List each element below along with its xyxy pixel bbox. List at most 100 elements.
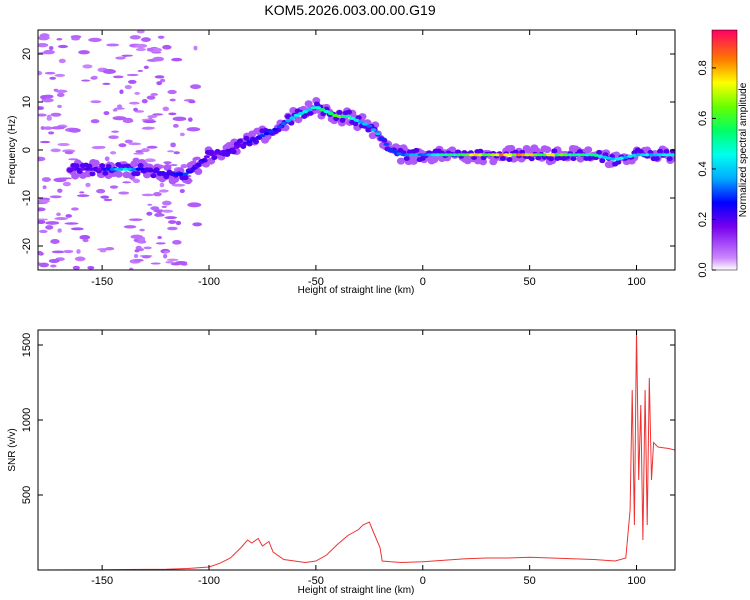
spectrogram-noise-cell — [44, 71, 56, 75]
spectrogram-ridge-halo — [584, 146, 593, 154]
spectrogram-noise-cell — [111, 130, 120, 133]
spectrogram-ridge-core — [186, 170, 193, 174]
spectrogram-y-label: Frequency (Hz) — [7, 116, 18, 185]
spectrogram-noise-cell — [82, 64, 93, 69]
spectrogram-noise-cell — [127, 79, 137, 84]
spectrogram-ridge-core — [387, 148, 394, 152]
spectrogram-noise-cell — [48, 131, 55, 135]
colorbar-tick-label: 0.8 — [697, 60, 709, 75]
spectrogram-noise-cell — [140, 37, 151, 43]
spectrogram-noise-cell — [141, 98, 148, 104]
spectrogram-noise-cell — [158, 189, 169, 193]
spectrogram-ridge-core — [503, 153, 510, 157]
spectrogram-noise-cell — [133, 253, 139, 259]
spectrogram-ridge-band — [352, 121, 359, 127]
spectrogram-ridge-core — [515, 153, 522, 157]
spectrogram-ridge-core — [96, 167, 103, 171]
spectrogram-noise-cell — [133, 107, 139, 112]
spectrogram-ridge-core — [105, 167, 112, 171]
spectrogram-ridge-core — [88, 167, 95, 171]
spectrogram-noise-cell — [137, 240, 147, 244]
spectrogram-noise-cell — [143, 65, 149, 70]
spectrogram-noise-cell — [123, 225, 137, 229]
spectrogram-noise-cell — [169, 164, 178, 167]
spectrogram-noise-cell — [128, 101, 140, 105]
spectrogram-noise-cell — [57, 188, 63, 193]
spectrogram-noise-cell — [96, 188, 106, 194]
spectrogram-x-ticks: -150 -100 -50 0 50 100 — [91, 30, 646, 288]
spectrogram-noise-cell — [135, 245, 143, 251]
spectrogram-noise-cell — [112, 116, 127, 121]
spectrogram-noise-cell — [150, 262, 161, 265]
spectrogram-noise-cell — [167, 150, 175, 153]
spectrogram-noise-cell — [162, 200, 172, 206]
spectrogram-ridge-core — [545, 153, 552, 157]
spectrogram-ridge-core — [558, 153, 565, 157]
spectrogram-noise-cell — [134, 91, 141, 95]
spectrogram-ridge-core — [456, 153, 463, 157]
snr-y-tick-label: 1000 — [21, 408, 33, 432]
spectrogram-noise-cell — [170, 142, 176, 148]
spectrogram-noise-cell — [38, 70, 43, 76]
spectrogram-ridge-core — [439, 153, 446, 157]
spectrogram-noise-cell — [146, 95, 156, 100]
spectrogram-ridge-core — [580, 153, 587, 157]
spectrogram-noise-cell — [159, 78, 166, 83]
spectrogram-ridge-core — [173, 172, 180, 176]
spectrogram-noise-cell — [108, 135, 119, 140]
spectrogram-ridge-band — [599, 158, 606, 164]
spectrogram-noise-cell — [153, 191, 162, 197]
spectrogram-ridge-core — [490, 153, 497, 157]
spectrogram-noise-cell — [130, 234, 143, 239]
spectrogram-noise-cell — [42, 126, 53, 130]
spectrogram-ridge-band — [346, 109, 353, 115]
spectrogram-ridge-core — [571, 153, 578, 157]
spectrogram-noise-cell — [74, 256, 86, 262]
spectrogram-ridge-core — [357, 120, 364, 124]
spectrogram-noise-cell — [76, 249, 81, 254]
spectrogram-ridge-core — [477, 153, 484, 157]
spectrogram-noise-cell — [88, 37, 102, 42]
spectrogram-noise-cell — [63, 249, 74, 254]
spectrogram-ridge-core — [464, 153, 471, 157]
spectrogram-ridge-core — [131, 167, 138, 171]
spectrogram-ridge-band — [666, 156, 673, 162]
spectrogram-y-tick-label: 20 — [21, 48, 33, 60]
spectrogram-ridge-core — [409, 153, 416, 157]
spectrogram-ridge-core — [635, 153, 642, 157]
spectrogram-noise-cell — [169, 98, 176, 102]
spectrogram-ridge-band — [339, 117, 346, 123]
spectrogram-ridge-core — [246, 139, 253, 143]
spectrogram-noise-cell — [45, 221, 60, 225]
spectrogram-ridge-core — [366, 124, 373, 128]
spectrogram-ridge-core — [267, 130, 274, 134]
spectrogram-ridge-core — [289, 116, 296, 120]
snr-x-tick-label: 100 — [627, 575, 645, 587]
colorbar-tick-label: 0.2 — [697, 212, 709, 227]
spectrogram-ridge-core — [336, 114, 343, 118]
spectrogram-ridge-core — [114, 167, 121, 171]
spectrogram-noise-cell — [103, 198, 113, 202]
spectrogram-noise-cell — [71, 207, 79, 211]
spectrogram-ridge-core — [233, 145, 240, 149]
spectrogram-ridge-band — [570, 156, 577, 162]
snr-y-tick-label: 1500 — [21, 333, 33, 357]
spectrogram-ridge-core — [451, 153, 458, 157]
spectrogram-noise-cell — [119, 89, 124, 95]
spectrogram-ridge-band — [73, 163, 80, 169]
spectrogram-ridge-core — [169, 172, 176, 176]
spectrogram-noise-cell — [58, 58, 66, 64]
spectrogram-noise-cell — [38, 250, 43, 255]
snr-x-tick-label: 50 — [524, 575, 536, 587]
spectrogram-noise-cell — [114, 107, 125, 110]
spectrogram-ridge-core — [327, 111, 334, 116]
spectrogram-noise-cell — [82, 238, 89, 243]
snr-y-label: SNR (v/v) — [7, 428, 18, 471]
spectrogram-x-tick-label: 0 — [420, 276, 426, 288]
spectrogram-ridge-core — [255, 135, 262, 140]
snr-x-label: Height of straight line (km) — [298, 585, 415, 596]
spectrogram-ridge-core — [306, 108, 313, 112]
spectrogram-y-tick-label: 0 — [21, 147, 33, 153]
spectrogram-noise-cell — [110, 151, 117, 155]
